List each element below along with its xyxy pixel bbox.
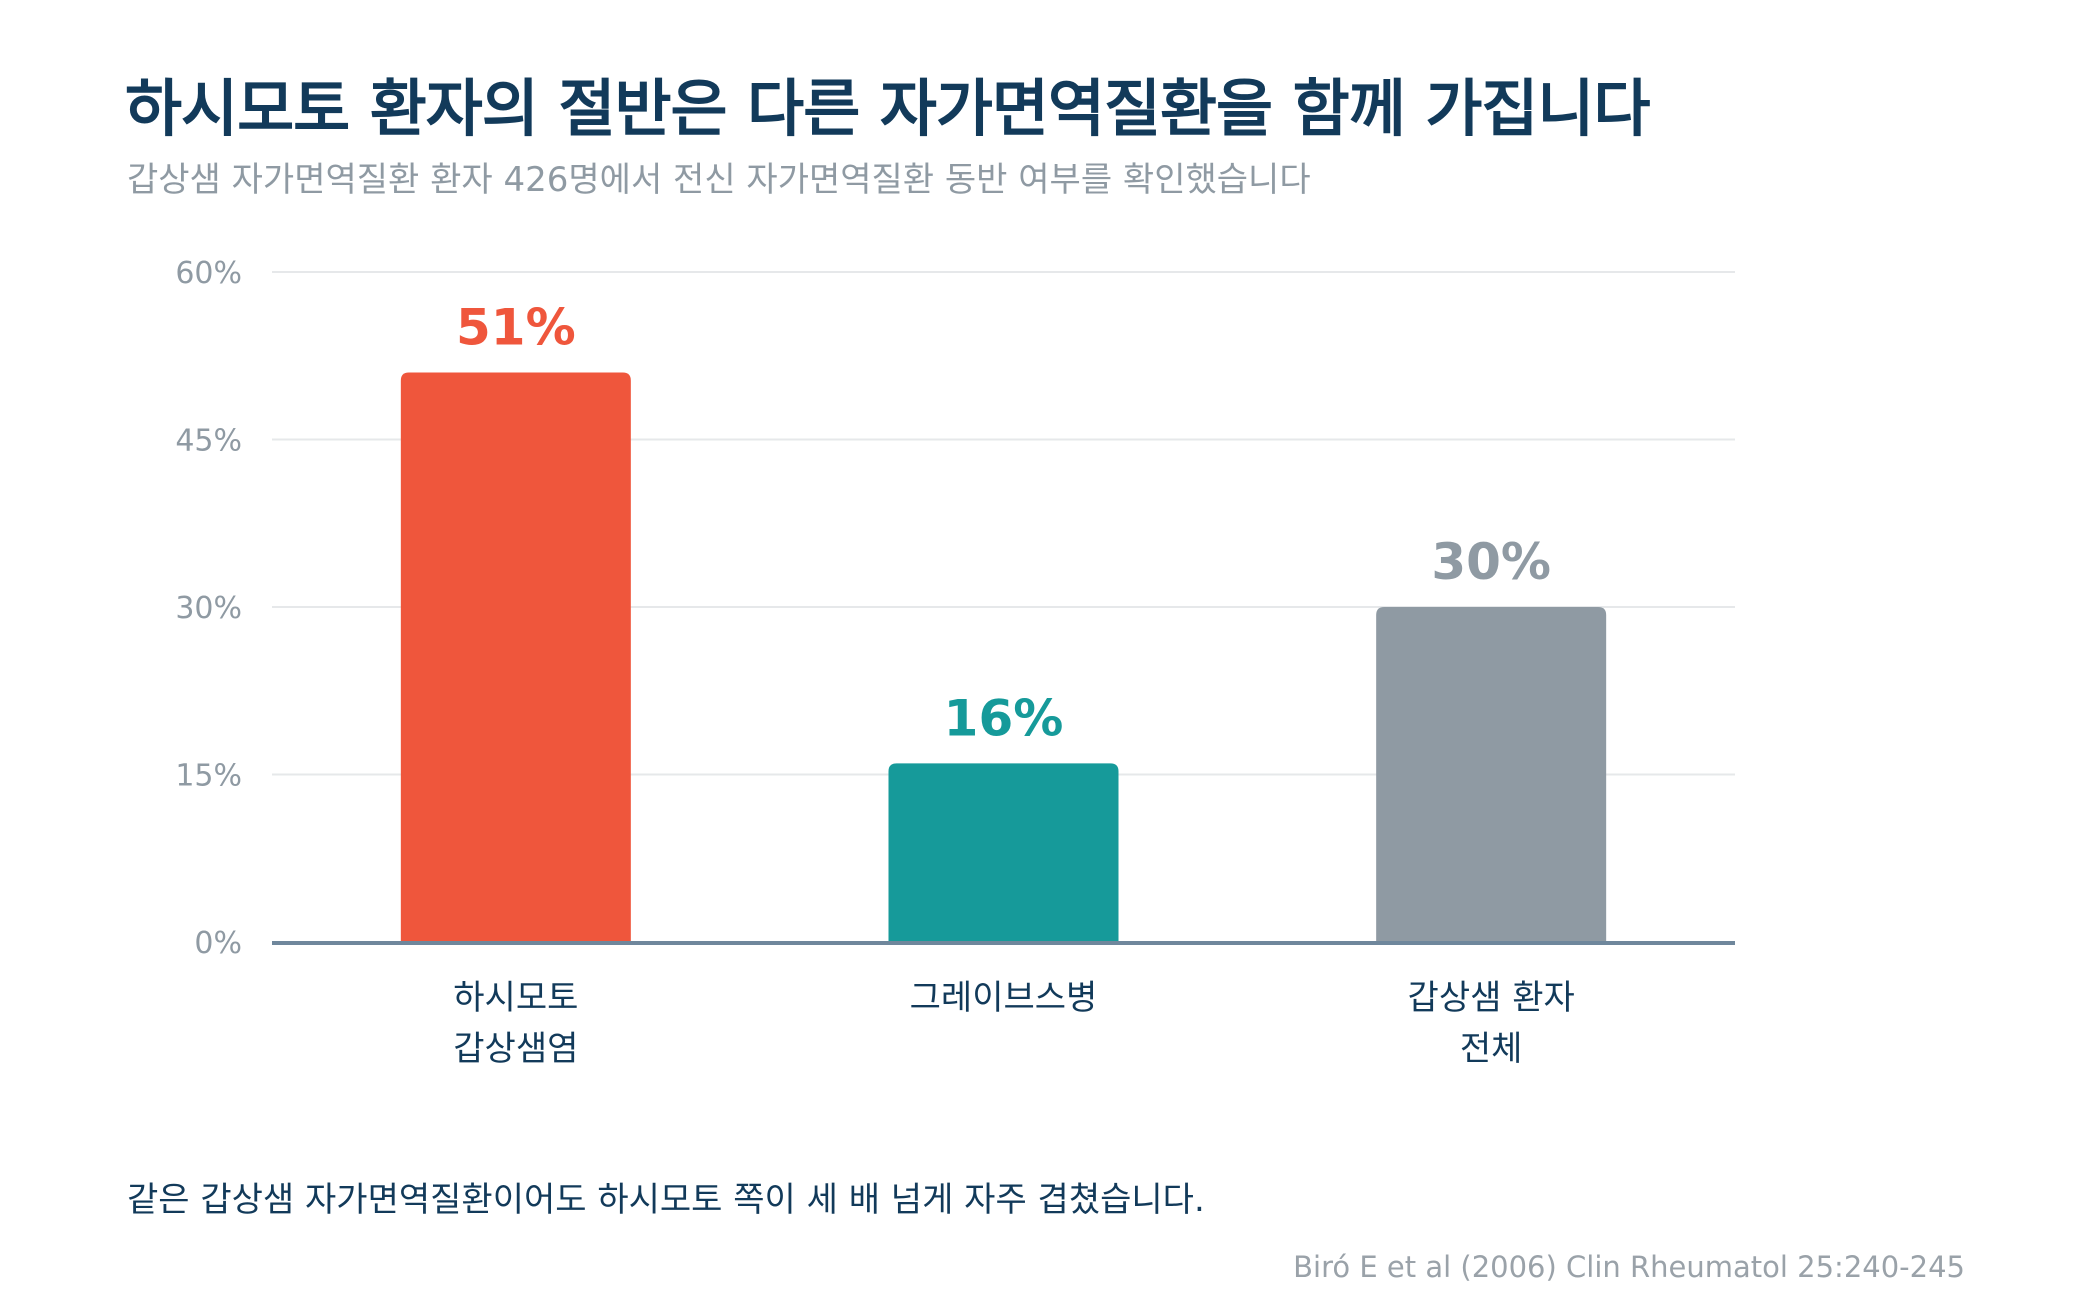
y-tick-label: 0% xyxy=(194,926,242,961)
y-tick-label: 60% xyxy=(175,256,242,291)
category-label-line: 갑상샘 환자 xyxy=(1408,978,1575,1018)
category-label-line: 갑상샘염 xyxy=(453,1029,578,1069)
chart-title: 하시모토 환자의 절반은 다른 자가면역질환을 함께 가집니다 xyxy=(125,72,1651,145)
y-tick-label: 30% xyxy=(175,591,242,626)
value-label: 16% xyxy=(944,689,1064,747)
y-axis-ticks: 0% 15% 30% 45% 60% xyxy=(175,256,242,961)
bar xyxy=(888,763,1119,942)
chart-subtitle: 갑상샘 자가면역질환 환자 426명에서 전신 자가면역질환 동반 여부를 확인… xyxy=(127,160,1311,200)
chart-caption: 같은 갑상샘 자가면역질환이어도 하시모토 쪽이 세 배 넘게 자주 겹쳤습니다… xyxy=(127,1180,1205,1220)
category-label-line: 그레이브스병 xyxy=(910,978,1098,1018)
source-citation: Biró E et al (2006) Clin Rheumatol 25:24… xyxy=(1293,1250,1965,1284)
value-labels: 51% 16% 30% xyxy=(456,299,1551,748)
value-label: 51% xyxy=(456,299,576,357)
category-label-line: 전체 xyxy=(1460,1029,1523,1069)
value-label: 30% xyxy=(1431,533,1551,591)
bar xyxy=(1376,607,1607,942)
category-label: 그레이브스병 xyxy=(910,978,1098,1018)
bars xyxy=(400,372,1607,942)
bar xyxy=(400,372,631,942)
category-label-line: 하시모토 xyxy=(453,978,578,1018)
y-tick-label: 45% xyxy=(175,424,242,459)
y-tick-label: 15% xyxy=(175,759,242,794)
